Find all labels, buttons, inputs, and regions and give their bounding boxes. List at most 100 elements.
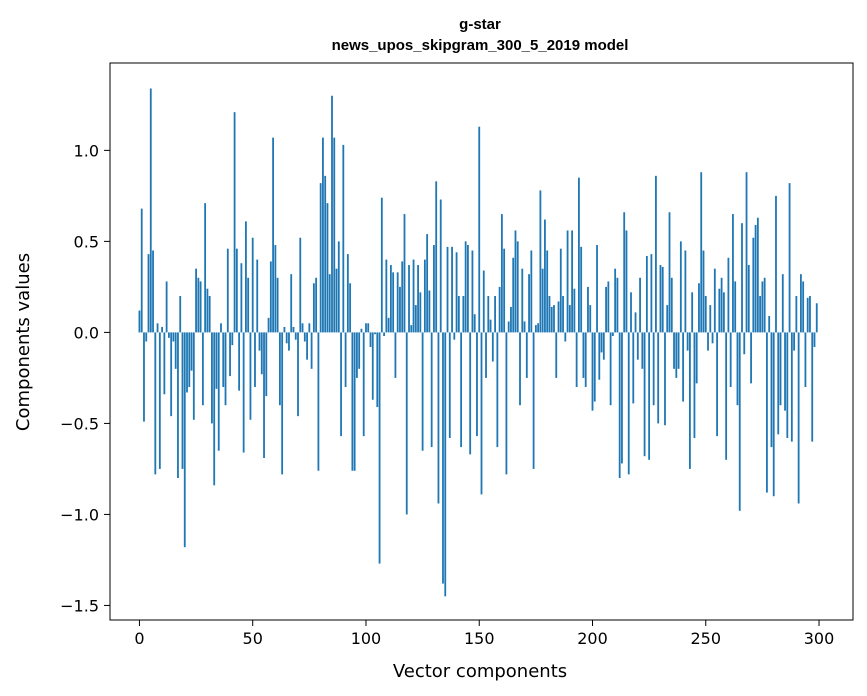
bar — [249, 332, 252, 420]
bar — [510, 306, 512, 333]
bar — [598, 332, 601, 380]
y-axis-label: Components values — [13, 253, 34, 431]
bar — [525, 332, 528, 378]
bar — [625, 230, 628, 333]
bar — [335, 268, 338, 333]
bar — [666, 305, 669, 333]
bar — [306, 332, 308, 360]
bar — [138, 310, 141, 333]
bar — [467, 245, 469, 333]
bar — [600, 332, 603, 353]
bar — [593, 332, 596, 402]
bar — [550, 306, 553, 333]
bar — [732, 214, 734, 333]
bar — [181, 332, 184, 469]
bar — [716, 332, 718, 437]
bar — [695, 332, 698, 384]
bar — [693, 332, 696, 438]
bar — [158, 332, 161, 469]
x-tick-label: 250 — [690, 629, 721, 648]
bar — [729, 332, 732, 388]
bar — [727, 257, 730, 333]
bar — [211, 332, 213, 424]
bar — [376, 332, 379, 408]
bar — [632, 332, 635, 404]
bar — [806, 297, 809, 333]
bar — [661, 266, 664, 333]
bar — [811, 332, 814, 442]
bar — [231, 332, 234, 346]
bar — [514, 230, 517, 333]
bar — [360, 328, 363, 333]
bar — [698, 283, 700, 333]
bar — [226, 248, 229, 333]
bar — [435, 181, 438, 333]
bar — [750, 332, 752, 384]
bar — [430, 332, 433, 448]
bar — [263, 332, 265, 458]
bar — [238, 332, 241, 391]
y-tick-label: 0.5 — [74, 232, 99, 251]
x-axis-label: Vector components — [393, 661, 567, 682]
bar — [233, 112, 236, 333]
bar — [496, 332, 499, 448]
bar — [303, 332, 306, 342]
bar — [797, 332, 800, 504]
bar — [315, 277, 318, 333]
bar — [607, 281, 610, 333]
bar — [516, 241, 519, 333]
bar — [530, 250, 533, 333]
bar — [772, 332, 775, 497]
bar — [611, 332, 614, 337]
bar — [469, 332, 472, 455]
bar — [206, 288, 209, 333]
bar — [195, 268, 197, 333]
bar — [521, 268, 524, 333]
bar — [532, 332, 535, 469]
bar — [700, 172, 703, 333]
bar — [657, 332, 660, 424]
bar — [421, 332, 424, 451]
bar — [763, 277, 766, 333]
bar — [274, 245, 277, 333]
bar — [260, 332, 263, 375]
bar — [143, 332, 145, 422]
bar — [464, 241, 467, 333]
bar — [344, 332, 347, 388]
bar — [645, 255, 648, 333]
bar — [326, 203, 329, 333]
bar — [523, 321, 526, 333]
bar — [328, 274, 331, 333]
bar — [346, 254, 349, 333]
bar — [668, 212, 671, 333]
bar — [290, 274, 293, 333]
bar — [428, 290, 431, 333]
bar — [439, 199, 442, 333]
bar — [399, 286, 401, 333]
bar — [682, 332, 685, 402]
bar — [433, 245, 435, 333]
bar — [423, 259, 426, 333]
bar — [457, 295, 460, 333]
x-tick-label: 0 — [134, 629, 144, 648]
bar — [596, 245, 598, 333]
bar — [578, 177, 580, 333]
bar — [747, 265, 750, 333]
bar — [235, 248, 238, 333]
y-tick-label: −0.5 — [60, 414, 99, 433]
bar — [580, 246, 583, 333]
bar — [197, 277, 200, 333]
bar — [539, 190, 542, 333]
bar — [385, 259, 388, 333]
bar — [720, 277, 723, 333]
bar — [677, 332, 680, 369]
bar — [215, 332, 218, 389]
bar — [201, 332, 204, 406]
bar — [301, 323, 304, 333]
bar — [362, 332, 365, 437]
bar — [204, 203, 207, 333]
bar — [659, 265, 662, 333]
bar — [188, 332, 191, 388]
bar — [269, 261, 272, 333]
bar — [725, 332, 728, 460]
